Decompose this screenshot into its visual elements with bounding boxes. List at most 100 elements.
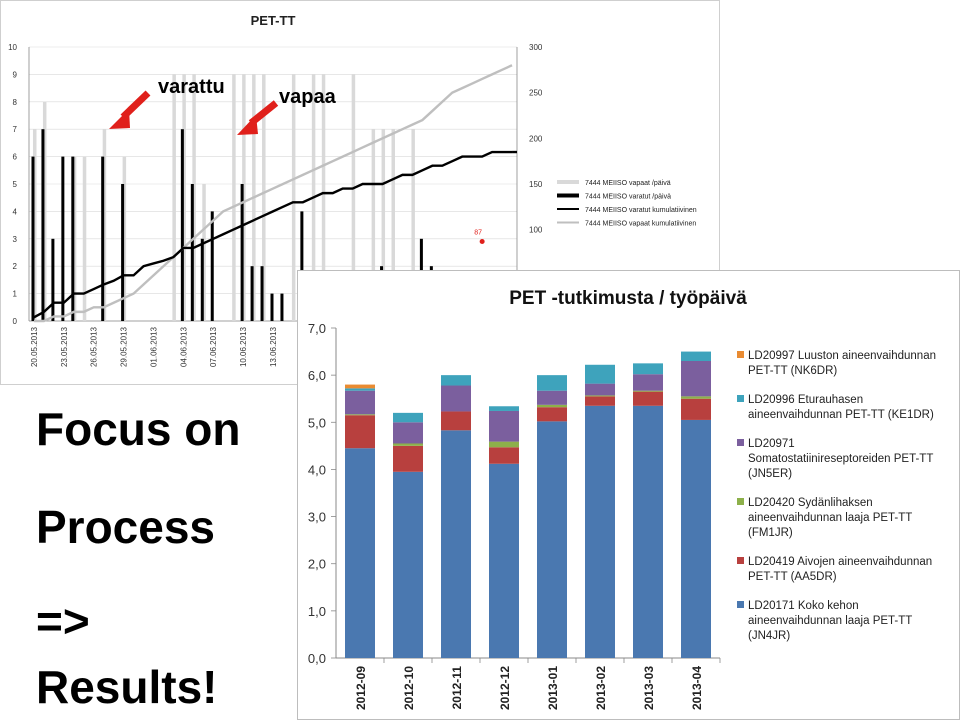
chart2-legend-label: PET-TT (AA5DR)	[748, 571, 837, 583]
chart2-legend-label: LD20171 Koko kehon	[748, 600, 859, 612]
chart2-bar-segment	[585, 364, 615, 384]
chart1-legend-swatch	[557, 193, 579, 198]
chart1-y-tick: 5	[13, 180, 18, 189]
chart2-bar-segment	[585, 383, 615, 396]
chart1-bar-booked	[31, 156, 35, 321]
chart1-bar-booked	[300, 211, 304, 321]
chart2-legend-label: aineenvaihdunnan PET-TT (KE1DR)	[748, 409, 934, 421]
chart2-x-tick: 2012-11	[450, 666, 464, 710]
chart2-legend-swatch	[737, 351, 744, 358]
chart1-bar-free	[411, 129, 415, 321]
chart1-y-tick: 4	[13, 207, 18, 216]
chart1-legend-label: 7444 MEIISO vapaat /päivä	[585, 180, 671, 187]
chart2-legend-label: LD20971	[748, 438, 795, 450]
chart1-x-tick: 01.06.2013	[149, 326, 158, 367]
chart1-bar-booked	[180, 129, 184, 321]
chart2-bar-segment	[393, 471, 423, 658]
chart1-bar-free	[82, 156, 87, 321]
chart2-legend-swatch	[737, 395, 744, 402]
chart1-bar-free	[42, 101, 47, 321]
chart1-x-tick: 13.06.2013	[269, 326, 278, 367]
chart2-bar-segment	[393, 443, 423, 446]
chart2-x-tick: 2012-09	[354, 666, 368, 710]
chart1-bar-free	[242, 74, 246, 322]
chart2-bar-segment	[441, 411, 471, 431]
chart2-legend-label: Somatostatiinireseptoreiden PET-TT	[748, 453, 933, 465]
chart2-bar-segment	[345, 388, 375, 391]
chart2-bar-segment	[489, 447, 519, 464]
chart2-y-tick: 1,0	[308, 604, 326, 619]
arrow-varattu-head	[109, 109, 130, 129]
chart1-line-free-cumulative	[33, 64, 513, 323]
chart2-bar-segment	[681, 398, 711, 420]
chart1-bar-booked	[210, 211, 214, 321]
chart2-bar-segment	[537, 421, 567, 658]
chart2-bar-segment	[633, 390, 663, 392]
chart2-x-tick: 2012-12	[498, 666, 512, 710]
chart2-bar-segment	[585, 395, 615, 397]
pet-studies-chart-svg: PET -tutkimusta / työpäivä 0,0 1,0 2,0 3,0 4,…	[308, 288, 936, 710]
chart2-bar-segment	[537, 404, 567, 408]
chart2-bar-segment	[633, 374, 663, 391]
chart2-y-tick: 4,0	[308, 462, 326, 477]
chart2-x-tick: 2013-01	[546, 666, 560, 710]
chart1-x-tick: 29.05.2013	[120, 326, 129, 367]
chart2-bar-segment	[633, 363, 663, 375]
chart2-bar-segment	[585, 405, 615, 658]
chart1-bar-booked	[71, 156, 75, 321]
pet-studies-per-day-chart: PET -tutkimusta / työpäivä 0,0 1,0 2,0 3,0 4,…	[297, 270, 960, 720]
chart2-bar-segment	[681, 396, 711, 399]
chart2-x-tick: 2013-02	[594, 666, 608, 710]
chart2-bar-segment	[345, 414, 375, 416]
chart1-legend-label: 7444 MEIISO varatut /päivä	[585, 194, 671, 201]
tagline-line-1: Focus on	[36, 403, 241, 455]
chart2-bar-segment	[633, 405, 663, 658]
chart1-bar-free	[391, 129, 396, 321]
chart1-bar-booked	[280, 293, 284, 321]
chart1-bar-free	[122, 156, 127, 321]
chart2-x-tick: 2013-04	[690, 666, 704, 710]
chart2-y-tick: 7,0	[308, 321, 326, 336]
tagline-line-2: Process	[36, 501, 216, 553]
chart2-legend-label: LD20997 Luuston aineenvaihdunnan	[748, 350, 936, 362]
chart2-legend-label: LD20420 Sydänlihaksen	[748, 497, 873, 509]
chart1-marker-label: 87	[474, 230, 482, 237]
chart2-bar-segment	[345, 390, 375, 415]
chart2-legend-label: LD20996 Eturauhasen	[748, 394, 863, 406]
chart1-x-tick: 20.05.2013	[30, 326, 39, 367]
chart2-bar-segment	[393, 422, 423, 444]
chart1-bar-free	[32, 129, 37, 321]
chart1-bar-booked	[270, 293, 274, 321]
chart2-bar-segment	[633, 391, 663, 406]
chart1-bar-free	[351, 74, 356, 322]
chart2-bar-segment	[681, 419, 711, 658]
chart1-bar-booked	[200, 238, 204, 321]
chart1-bar-free	[182, 74, 186, 322]
chart1-bar-free	[72, 156, 77, 321]
tagline-line-4: Results!	[36, 661, 218, 713]
chart1-x-tick: 26.05.2013	[90, 326, 99, 367]
chart2-bar-segment	[441, 430, 471, 658]
chart2-y-tick: 6,0	[308, 368, 326, 383]
chart2-legend-label: aineenvaihdunnan laaja PET-TT	[748, 615, 912, 627]
chart1-legend-label: 7444 MEIISO vapaat kumulatiivinen	[585, 221, 696, 228]
chart2-bar-segment	[489, 406, 519, 411]
chart2-y-tick: 3,0	[308, 510, 326, 525]
chart1-y2-tick: 250	[529, 89, 543, 98]
chart1-bar-booked	[121, 184, 125, 321]
chart2-bar-segment	[441, 385, 471, 412]
chart1-line-booked-cumulative	[33, 150, 513, 319]
chart1-bar-booked	[51, 238, 55, 321]
chart1-y-tick: 8	[13, 98, 18, 107]
chart1-bar-booked	[240, 184, 244, 321]
chart2-legend-swatch	[737, 557, 744, 564]
chart1-bar-free	[202, 184, 206, 321]
chart1-bar-booked	[250, 266, 254, 321]
chart1-bar-free	[381, 129, 386, 321]
chart2-bar-segment	[681, 361, 711, 397]
chart1-bar-free	[172, 74, 176, 322]
chart1-y-tick: 2	[13, 262, 18, 271]
chart1-y2-tick: 300	[529, 43, 543, 52]
chart1-y-tick: 3	[13, 235, 18, 244]
chart2-x-tick: 2012-10	[402, 666, 416, 710]
